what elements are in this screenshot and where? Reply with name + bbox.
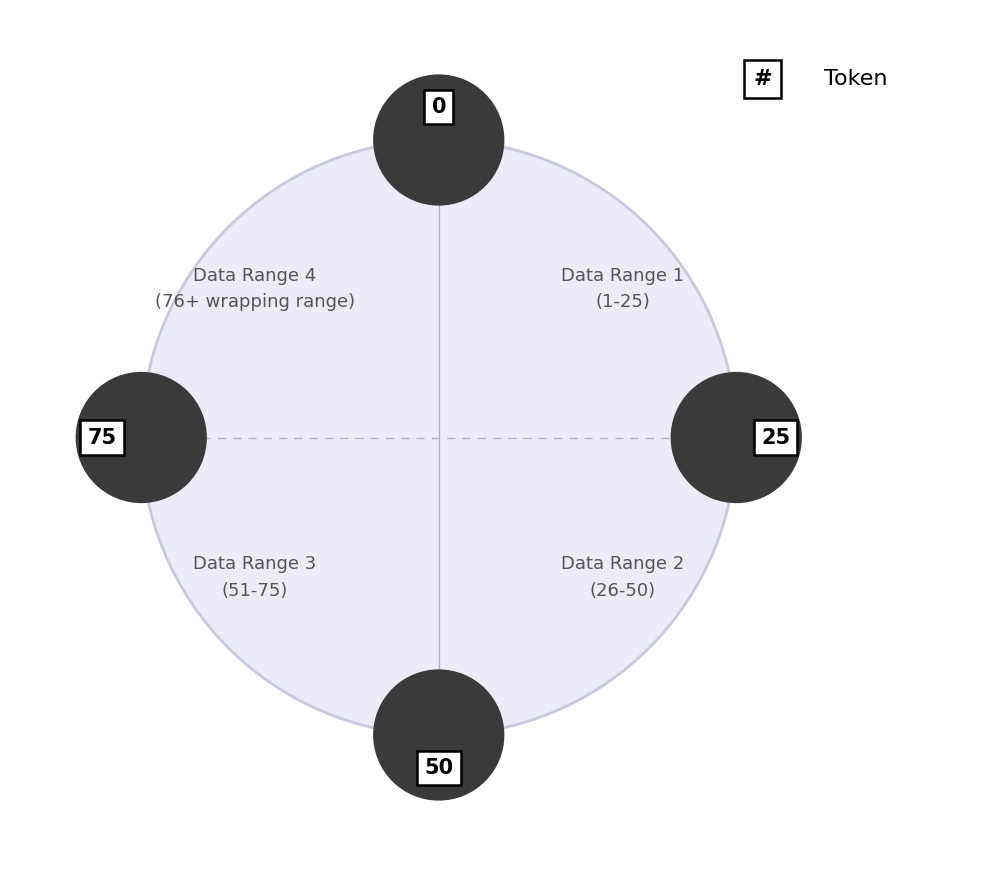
Text: Data Range 1
(1-25): Data Range 1 (1-25) — [561, 267, 684, 311]
Text: Token: Token — [824, 69, 887, 88]
Text: 75: 75 — [87, 428, 116, 447]
Text: #: # — [753, 69, 772, 88]
Circle shape — [141, 140, 736, 735]
Text: Data Range 4
(76+ wrapping range): Data Range 4 (76+ wrapping range) — [155, 267, 355, 311]
Text: Data Range 2
(26-50): Data Range 2 (26-50) — [561, 556, 684, 599]
Circle shape — [671, 372, 802, 503]
Circle shape — [373, 669, 504, 801]
Text: 0: 0 — [432, 97, 446, 117]
Text: 25: 25 — [761, 428, 790, 447]
Circle shape — [373, 74, 504, 206]
Text: 50: 50 — [424, 758, 453, 778]
Text: Data Range 3
(51-75): Data Range 3 (51-75) — [193, 556, 317, 599]
Circle shape — [76, 372, 207, 503]
